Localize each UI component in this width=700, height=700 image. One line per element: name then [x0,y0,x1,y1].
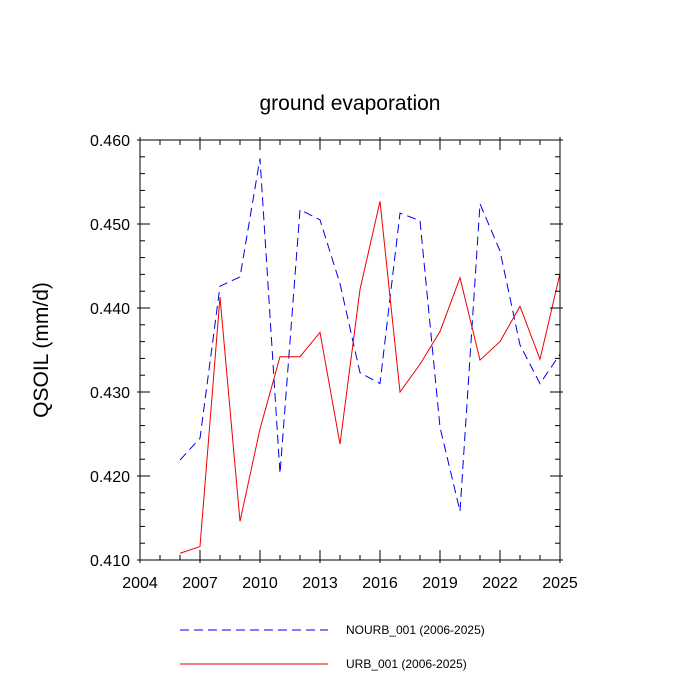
y-tick-label: 0.430 [90,385,130,402]
chart-title: ground evaporation [260,92,441,115]
x-tick-label: 2010 [242,575,278,592]
x-tick-label: 2013 [302,575,338,592]
legend-label-urb-001: URB_001 (2006-2025) [346,657,467,671]
axes-layer: 2004 2007 2010 2013 2016 2019 2022 2025 0.410 0.4… [90,133,578,592]
legend: NOURB_001 (2006-2025) URB_001 (2006-2025) [180,623,485,671]
y-tick-label: 0.440 [90,301,130,318]
x-tick-label: 2025 [542,575,578,592]
data-point-nourb-001 [279,472,281,474]
y-tick-label: 0.450 [90,217,130,234]
x-tick-label: 2022 [482,575,518,592]
x-tick-label: 2007 [182,575,218,592]
series-layer [179,158,561,554]
y-tick-label: 0.460 [90,133,130,150]
x-tick-label: 2016 [362,575,398,592]
x-tick-label: 2019 [422,575,458,592]
y-tick-label: 0.410 [90,553,130,570]
plot-frame [139,139,561,561]
series-line-nourb-001 [179,158,561,512]
y-axis-label: QSOIL (mm/d) [30,282,53,418]
x-tick-label: 2004 [122,575,158,592]
data-point-nourb-001 [439,426,441,428]
legend-label-nourb-001: NOURB_001 (2006-2025) [346,623,485,637]
y-tick-label: 0.420 [90,469,130,486]
series-line-urb-001 [179,201,561,554]
